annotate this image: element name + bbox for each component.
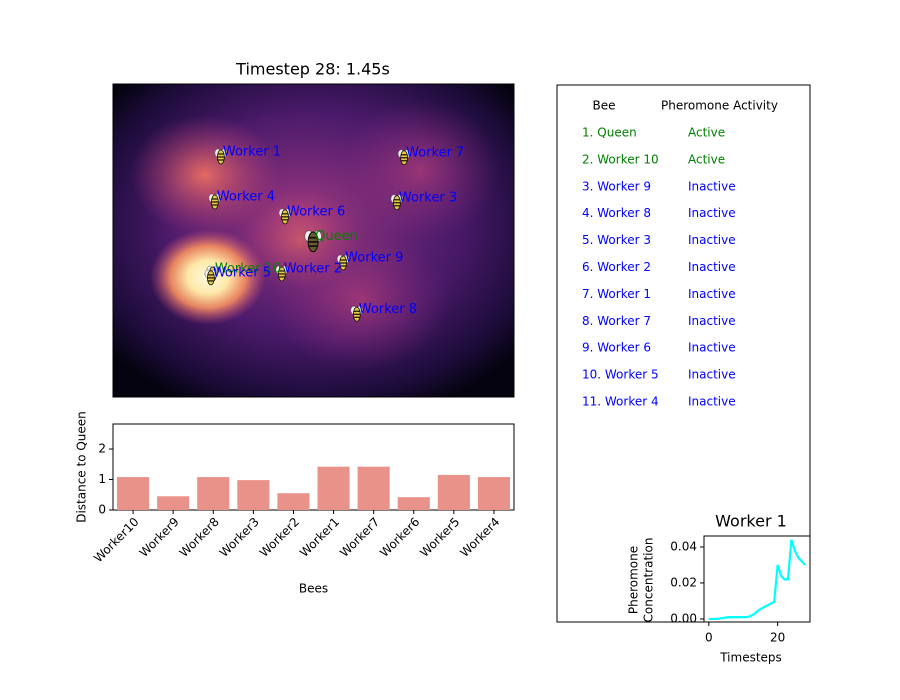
x-axis-label: Bees: [299, 582, 328, 596]
bee-name: 11. Worker 4: [582, 395, 659, 409]
bee: [278, 208, 292, 225]
bee: [350, 306, 364, 322]
bee-status: Inactive: [688, 260, 736, 274]
x-tick-label: Worker9: [137, 515, 182, 560]
bar: [237, 480, 270, 510]
bee: [214, 148, 228, 165]
bar: [277, 493, 310, 510]
bee-name: 7. Worker 1: [582, 287, 651, 301]
bee-status: Inactive: [688, 395, 736, 409]
line-title: Worker 1: [715, 512, 787, 531]
y-axis-label: Distance to Queen: [75, 411, 89, 523]
bee-name: 2. Worker 10: [582, 152, 659, 166]
x-axis-label: Timesteps: [719, 651, 782, 665]
bee-label: Worker 2: [284, 261, 342, 276]
bee-status: Inactive: [688, 341, 736, 355]
bee-label: Worker 5: [213, 265, 271, 280]
bee-label: Worker 10: [215, 261, 281, 276]
x-tick-label: 20: [770, 631, 785, 645]
bee-label: Queen: [315, 229, 358, 244]
x-tick-label: Worker2: [257, 515, 302, 560]
x-tick-label: Worker7: [337, 515, 382, 560]
bee-name: 6. Worker 2: [582, 260, 651, 274]
heatmap: [113, 84, 514, 397]
y-axis-label: Concentration: [642, 538, 656, 623]
x-tick-label: 0: [705, 631, 713, 645]
line-series: [708, 539, 806, 621]
bee-status: Inactive: [688, 314, 736, 328]
bee-name: 1. Queen: [582, 126, 637, 140]
bar: [397, 497, 430, 510]
y-axis-label: Pheromone: [627, 546, 641, 614]
bee-label: Worker 4: [217, 189, 275, 204]
bee-label: Worker 7: [406, 145, 464, 160]
bee: [390, 194, 404, 211]
line-frame: [703, 535, 811, 623]
bee: [204, 269, 218, 286]
bee: [208, 193, 222, 210]
x-tick-label: Worker4: [457, 515, 502, 560]
bee-label: Worker 6: [287, 204, 345, 219]
bar: [117, 477, 150, 510]
bee: [275, 265, 289, 282]
bee-status: Inactive: [688, 233, 736, 247]
bar: [317, 466, 350, 510]
bee-name: 10. Worker 5: [582, 368, 659, 382]
bar: [437, 474, 470, 510]
bee-label: Worker 9: [345, 251, 403, 266]
y-tick-label: 1: [98, 472, 106, 486]
x-tick-label: Worker5: [417, 515, 462, 560]
bee-name: 3. Worker 9: [582, 179, 651, 193]
column-header: Bee: [593, 99, 616, 113]
x-tick-label: Worker3: [217, 515, 262, 560]
y-tick-label: 0.04: [670, 539, 697, 553]
x-tick-label: Worker8: [177, 515, 222, 560]
x-tick-label: Worker10: [91, 515, 142, 566]
bee-name: 5. Worker 3: [582, 233, 651, 247]
bee-name: 8. Worker 7: [582, 314, 651, 328]
bar: [477, 477, 510, 510]
heatmap-title: Timestep 28: 1.45s: [235, 60, 390, 79]
bee-status: Inactive: [688, 206, 736, 220]
y-tick-label: 0.02: [670, 575, 697, 589]
bee-name: 9. Worker 6: [582, 341, 651, 355]
bee-status: Active: [688, 126, 725, 140]
heatmap-frame: [112, 83, 515, 398]
bee-status: Inactive: [688, 179, 736, 193]
bee-status: Inactive: [688, 368, 736, 382]
bee-label: Worker 8: [359, 302, 417, 317]
bee-label: Worker 1: [223, 144, 281, 159]
y-tick-label: 2: [98, 442, 106, 456]
bar: [197, 477, 230, 510]
bar: [157, 496, 190, 510]
bar: [357, 466, 390, 510]
table-frame: [556, 84, 811, 623]
bee-label: Worker 3: [399, 190, 457, 205]
y-tick-label: 0.00: [670, 611, 697, 625]
bee: [397, 149, 411, 166]
bee: [304, 230, 322, 253]
bee: [336, 254, 350, 271]
y-tick-label: 0: [98, 503, 106, 517]
bee-status: Inactive: [688, 287, 736, 301]
x-tick-label: Worker1: [297, 515, 342, 560]
x-tick-label: Worker6: [377, 515, 422, 560]
bar-frame: [112, 423, 515, 511]
bee-status: Active: [688, 152, 725, 166]
column-header: Pheromone Activity: [661, 99, 778, 113]
bee-name: 4. Worker 8: [582, 206, 651, 220]
